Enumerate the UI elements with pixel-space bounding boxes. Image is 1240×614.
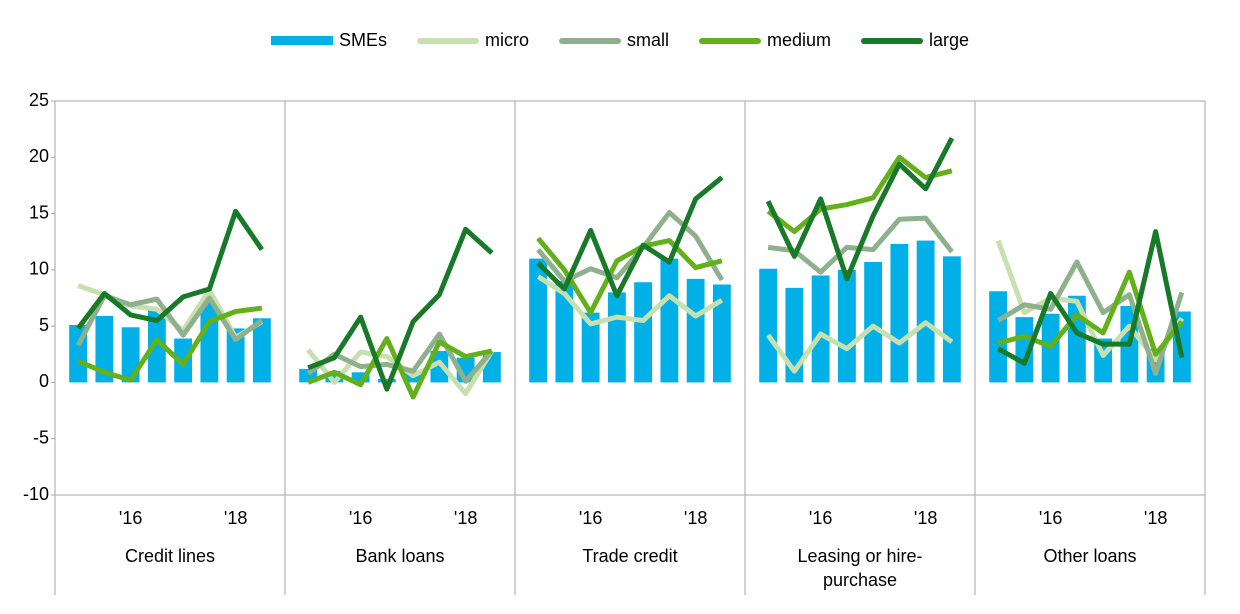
bar — [147, 310, 166, 383]
x-tick-label: '18 — [224, 508, 247, 528]
legend-label: medium — [766, 30, 832, 50]
y-tick-label: 0 — [39, 371, 49, 391]
bar — [351, 372, 370, 383]
bar — [200, 301, 219, 383]
legend-item: large — [861, 30, 969, 51]
bar — [989, 291, 1008, 383]
line-series — [996, 259, 1185, 376]
y-tick-label: 10 — [29, 259, 49, 279]
legend-swatch — [861, 37, 924, 44]
bar — [759, 268, 778, 383]
legend-swatch — [698, 37, 761, 44]
bar — [377, 379, 396, 383]
bar — [712, 284, 731, 383]
bar — [811, 275, 830, 383]
legend: SMEs micro small medium large — [0, 30, 1240, 51]
legend-item: small — [558, 30, 669, 51]
line-series — [536, 274, 724, 327]
bar — [325, 371, 344, 383]
legend-item: micro — [416, 30, 529, 51]
bar — [555, 281, 574, 383]
panel-label: Credit lines — [124, 546, 216, 566]
legend-label: large — [929, 30, 970, 50]
x-tick-label: '16 — [1039, 508, 1062, 528]
bar — [942, 256, 961, 383]
bar — [607, 292, 626, 383]
line-series — [307, 226, 494, 392]
bar — [581, 312, 600, 383]
x-tick-label: '18 — [1144, 508, 1167, 528]
line-series — [765, 136, 955, 282]
line-series — [76, 208, 264, 330]
bar — [1015, 317, 1034, 383]
line-series — [77, 305, 263, 383]
line-series — [307, 336, 493, 400]
line-series — [766, 320, 954, 374]
legend-swatch — [558, 37, 621, 44]
y-tick-label: 15 — [29, 202, 49, 222]
bar — [95, 316, 114, 383]
legend-swatch — [416, 37, 479, 44]
panel-label: Bank loans — [355, 546, 445, 566]
bar — [430, 350, 449, 383]
legend-label: small — [626, 30, 669, 50]
y-tick-label: -10 — [23, 484, 49, 504]
y-tick-label: 20 — [29, 146, 49, 166]
bar — [660, 258, 679, 383]
bar — [785, 287, 804, 383]
bar — [226, 328, 245, 383]
x-tick-label: '16 — [349, 508, 372, 528]
bar — [634, 282, 653, 383]
bar — [252, 318, 271, 383]
bar — [837, 269, 856, 383]
bar — [529, 258, 548, 383]
bar — [890, 243, 909, 383]
bar — [121, 327, 140, 383]
legend-item: medium — [698, 30, 832, 51]
x-tick-label: '16 — [809, 508, 832, 528]
y-tick-label: 25 — [29, 90, 49, 110]
x-tick-label: '18 — [454, 508, 477, 528]
legend-item: SMEs — [270, 30, 387, 51]
x-tick-label: '16 — [579, 508, 602, 528]
line-series — [996, 229, 1185, 366]
legend-label: SMEs — [338, 30, 387, 50]
bar — [686, 278, 705, 383]
legend-swatch — [270, 36, 333, 45]
x-tick-label: '16 — [119, 508, 142, 528]
panel-label: Leasing or hire-purchase — [797, 546, 923, 590]
panel-label: Trade credit — [582, 546, 678, 566]
y-tick-label: -5 — [33, 427, 49, 447]
line-series — [997, 269, 1184, 357]
bar — [916, 240, 935, 383]
line-series — [766, 154, 953, 235]
x-tick-label: '18 — [684, 508, 707, 528]
legend-label: micro — [484, 30, 529, 50]
panel-label: Other loans — [1043, 546, 1137, 566]
line-series — [536, 175, 724, 299]
y-tick-label: 5 — [39, 315, 49, 335]
x-tick-label: '18 — [914, 508, 937, 528]
bar — [864, 261, 883, 383]
